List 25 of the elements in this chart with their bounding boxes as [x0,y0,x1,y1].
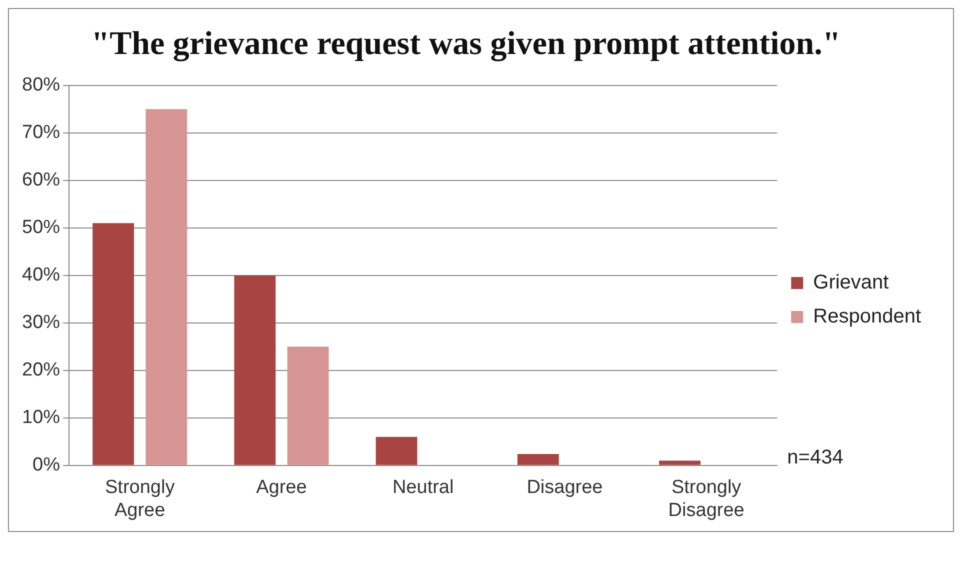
y-tick-label: 40% [22,264,60,286]
bar [146,109,188,465]
bar [659,460,700,465]
x-tick-label: Strongly Disagree [668,477,744,521]
chart-title: "The grievance request was given prompt attention." [90,25,842,64]
y-tick-label: 80% [22,74,60,96]
x-tick-label: Agree [256,477,307,498]
bar [234,275,276,465]
legend-label: Grievant [813,272,890,294]
y-tick-label: 70% [22,122,60,144]
y-tick-label: 10% [22,407,60,428]
x-tick-label: Disagree [526,477,603,498]
bar [376,436,418,465]
y-tick-label: 60% [22,170,60,191]
x-tick-label: Strongly Agree [104,477,176,521]
bar [92,223,134,465]
y-tick-label: 20% [22,360,60,381]
bar [517,454,559,465]
bar [287,346,329,465]
text: n=434 [787,446,844,468]
y-tick-label: 0% [32,454,60,476]
y-tick-label: 50% [22,217,60,238]
x-tick-label: Neutral [392,477,454,498]
legend-label: Respondent [813,306,922,328]
y-tick-label: 30% [22,312,60,334]
